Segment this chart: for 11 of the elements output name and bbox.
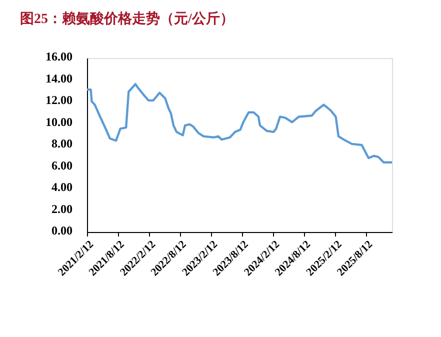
y-tick-label: 2.00 (52, 202, 72, 216)
chart-title: 图25：赖氨酸价格走势（元/公斤） (20, 10, 234, 27)
y-tick-label: 8.00 (52, 136, 72, 150)
y-tick-label: 16.00 (46, 50, 72, 64)
y-tick-label: 4.00 (52, 180, 72, 194)
y-tick-label: 0.00 (52, 224, 72, 238)
y-tick-label: 12.00 (46, 93, 72, 107)
y-tick-label: 10.00 (46, 114, 72, 129)
y-tick-label: 6.00 (52, 158, 72, 172)
line-series (86, 83, 394, 164)
y-tick-label: 14.00 (46, 71, 72, 86)
